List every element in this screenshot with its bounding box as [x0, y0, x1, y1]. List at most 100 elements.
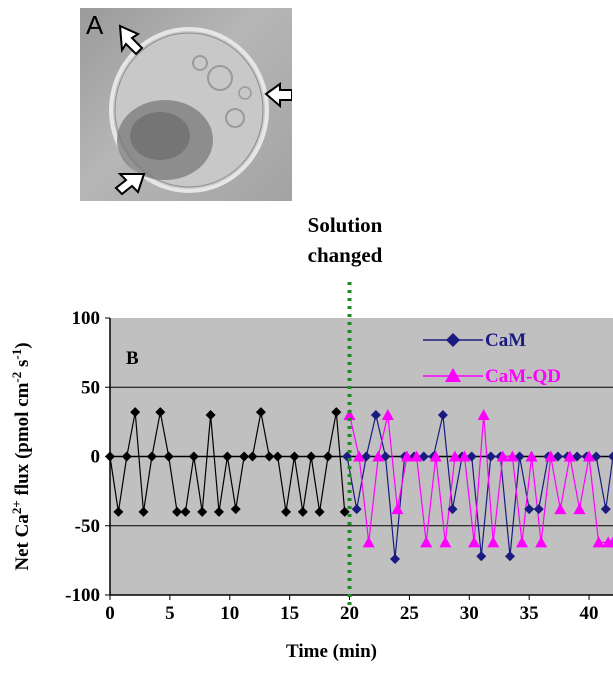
- data-point: [297, 506, 308, 517]
- data-point: [420, 536, 433, 548]
- legend-label: CaM-QD: [485, 366, 561, 387]
- data-point: [418, 451, 429, 462]
- data-point: [468, 536, 481, 548]
- series-markers: [105, 407, 613, 564]
- data-point: [281, 506, 292, 517]
- data-point: [466, 451, 477, 462]
- data-point: [573, 503, 586, 515]
- y-label-pre: Net Ca: [12, 514, 33, 571]
- y-label-sup2: -2: [9, 372, 24, 383]
- data-point: [544, 450, 557, 462]
- x-axis-label: Time (min): [286, 641, 377, 662]
- data-point: [554, 503, 567, 515]
- data-point: [272, 451, 283, 462]
- data-point: [448, 450, 461, 462]
- data-point: [247, 451, 258, 462]
- data-point: [380, 451, 391, 462]
- y-label-mid: flux (pmol cm: [12, 382, 33, 500]
- data-point: [314, 506, 325, 517]
- y-axis-label: Net Ca2+ flux (pmol cm-2 s-1): [9, 342, 34, 570]
- arrow-icon-top-left: [118, 24, 144, 56]
- data-point: [506, 450, 519, 462]
- y-tick-label: -100: [65, 585, 100, 606]
- data-point: [592, 536, 605, 548]
- data-point: [572, 451, 583, 462]
- data-point: [437, 409, 448, 420]
- data-point: [535, 536, 548, 548]
- x-tick-label: 20: [340, 603, 359, 624]
- y-tick-labels: 100 50 0 -50 -100: [65, 308, 100, 606]
- data-point: [487, 536, 500, 548]
- y-tick-label: -50: [75, 516, 100, 537]
- annotation-line-1: Solution: [307, 213, 383, 237]
- data-point: [155, 407, 166, 418]
- data-point: [230, 504, 241, 515]
- data-point: [351, 504, 362, 515]
- data-point: [505, 551, 516, 562]
- x-tick-label: 40: [580, 603, 599, 624]
- data-point: [105, 451, 115, 462]
- panel-b-label: B: [126, 348, 139, 369]
- data-point: [439, 536, 452, 548]
- data-point: [429, 450, 442, 462]
- x-tick-label: 15: [280, 603, 299, 624]
- data-point: [205, 409, 216, 420]
- data-point: [121, 451, 132, 462]
- annotation-line-2: changed: [307, 243, 383, 267]
- data-point: [353, 450, 366, 462]
- data-point: [524, 504, 535, 515]
- data-point: [188, 451, 199, 462]
- data-point: [306, 451, 317, 462]
- y-label-mid2: s: [12, 360, 33, 372]
- data-point: [146, 451, 157, 462]
- data-point: [525, 450, 538, 462]
- legend-label: CaM: [485, 330, 526, 351]
- x-tick-label: 35: [520, 603, 539, 624]
- data-point: [372, 450, 385, 462]
- data-point: [476, 551, 487, 562]
- ca-flux-chart: 100 50 0 -50 -100 0 5 10 15 20 25 30 35 40 B CaM CaM-…: [9, 282, 613, 662]
- data-point: [339, 506, 350, 517]
- data-point: [485, 451, 496, 462]
- data-point: [533, 504, 544, 515]
- data-point: [563, 450, 576, 462]
- data-point: [362, 536, 375, 548]
- arrow-icon-bottom-left: [114, 173, 146, 196]
- data-point: [600, 504, 611, 515]
- y-label-post: ): [12, 342, 33, 348]
- data-point: [361, 451, 372, 462]
- y-label-sup1: 2+: [9, 500, 24, 514]
- data-point: [607, 536, 613, 548]
- data-point: [255, 407, 266, 418]
- data-point: [410, 450, 423, 462]
- x-tick-label: 30: [460, 603, 479, 624]
- data-point: [331, 407, 342, 418]
- data-point: [113, 506, 124, 517]
- x-tick-label: 5: [165, 603, 175, 624]
- data-point: [289, 451, 300, 462]
- protoplast-image: [109, 24, 292, 196]
- data-point: [130, 407, 141, 418]
- data-point: [322, 451, 333, 462]
- data-point: [514, 451, 525, 462]
- data-point: [180, 506, 191, 517]
- data-point: [343, 408, 356, 420]
- data-point: [381, 408, 394, 420]
- data-point: [458, 450, 471, 462]
- data-point: [477, 408, 490, 420]
- arrow-icon-right: [264, 82, 292, 109]
- data-point: [401, 450, 414, 462]
- data-point: [391, 503, 404, 515]
- data-point: [172, 506, 183, 517]
- data-point: [163, 451, 174, 462]
- legend-marker: [445, 368, 461, 382]
- y-label-sup3: -1: [9, 349, 24, 360]
- data-point: [515, 536, 528, 548]
- solution-changed-annotation: Solution changed: [270, 210, 420, 270]
- data-point: [239, 451, 250, 462]
- data-point: [447, 504, 458, 515]
- data-point: [496, 450, 509, 462]
- x-tick-labels: 0 5 10 15 20 25 30 35 40: [105, 603, 598, 624]
- x-tick-label: 10: [220, 603, 239, 624]
- legend: CaM CaM-QD: [423, 330, 561, 387]
